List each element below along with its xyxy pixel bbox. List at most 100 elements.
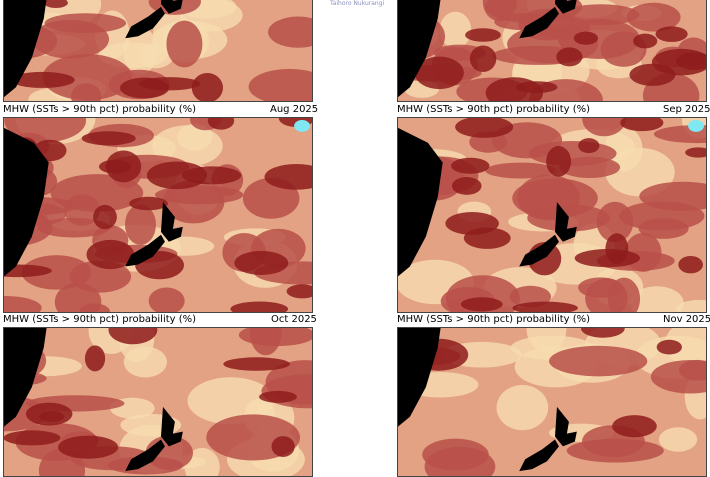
high-probability-area xyxy=(549,345,648,377)
very-high-probability-area xyxy=(678,255,703,274)
high-probability-area xyxy=(248,68,312,101)
very-high-probability-area xyxy=(573,31,599,45)
very-high-probability-area xyxy=(546,146,572,177)
very-high-probability-area xyxy=(58,435,119,459)
low-probability-area xyxy=(184,447,220,476)
very-high-probability-area xyxy=(223,357,290,371)
very-high-probability-area xyxy=(93,204,117,230)
very-high-probability-area xyxy=(675,52,706,70)
low-probability-area xyxy=(496,384,549,431)
south-island xyxy=(519,6,559,39)
high-probability-area xyxy=(124,204,156,245)
south-island xyxy=(125,6,165,39)
australia-landmass xyxy=(4,127,49,277)
very-high-probability-area xyxy=(469,45,497,72)
high-probability-area xyxy=(559,156,621,179)
north-island xyxy=(554,202,577,242)
panel-month-aug: Aug 2025 xyxy=(270,104,319,115)
north-island xyxy=(160,0,183,14)
south-island xyxy=(125,234,165,267)
south-island xyxy=(519,234,559,267)
very-high-probability-area xyxy=(512,301,578,312)
australia-landmass xyxy=(4,0,47,98)
very-high-probability-area xyxy=(230,301,289,312)
very-high-probability-area xyxy=(4,430,61,446)
ice-marker xyxy=(294,119,311,132)
high-probability-area xyxy=(4,118,87,143)
panel-month-sep: Sep 2025 xyxy=(663,104,710,115)
low-probability-area xyxy=(658,427,698,452)
very-high-probability-area xyxy=(86,239,135,270)
map-panel-sep-2025 xyxy=(397,117,707,313)
map-panel-top-left xyxy=(3,0,313,102)
very-high-probability-area xyxy=(10,71,75,88)
very-high-probability-area xyxy=(207,118,235,130)
high-probability-area xyxy=(63,194,101,226)
australia-landmass xyxy=(4,328,47,427)
very-high-probability-area xyxy=(556,47,583,67)
very-high-probability-area xyxy=(578,138,600,154)
north-island xyxy=(160,202,183,242)
very-high-probability-area xyxy=(264,164,312,190)
very-high-probability-area xyxy=(455,118,514,138)
high-probability-area xyxy=(607,277,641,312)
panel-title-oct: MHW (SSTs > 90th pct) probability (%) xyxy=(3,314,197,325)
very-high-probability-area xyxy=(271,436,295,457)
low-probability-area xyxy=(187,377,275,425)
very-high-probability-area xyxy=(574,249,641,268)
very-high-probability-area xyxy=(620,118,664,132)
australia-landmass xyxy=(398,328,441,427)
very-high-probability-area xyxy=(43,0,68,8)
high-probability-area xyxy=(626,2,681,32)
high-probability-area xyxy=(424,446,496,476)
map-panel-oct-2025 xyxy=(3,327,313,477)
very-high-probability-area xyxy=(84,345,106,372)
very-high-probability-area xyxy=(633,33,658,49)
low-probability-area xyxy=(526,328,567,352)
high-probability-area xyxy=(249,328,282,356)
australia-landmass xyxy=(398,127,443,277)
north-island xyxy=(160,406,183,447)
very-high-probability-area xyxy=(445,212,499,235)
very-high-probability-area xyxy=(655,26,688,42)
high-probability-area xyxy=(71,83,102,101)
panel-month-oct: Oct 2025 xyxy=(271,314,317,325)
high-probability-area xyxy=(485,162,557,179)
panel-title-aug: MHW (SSTs > 90th pct) probability (%) xyxy=(3,104,197,115)
very-high-probability-area xyxy=(4,264,52,278)
low-probability-area xyxy=(439,11,472,49)
high-probability-area xyxy=(268,16,312,48)
high-probability-area xyxy=(155,185,244,205)
very-high-probability-area xyxy=(451,177,482,195)
very-high-probability-area xyxy=(108,328,158,345)
panel-month-nov: Nov 2025 xyxy=(663,314,710,325)
low-probability-area xyxy=(629,286,684,312)
map-panel-aug-2025 xyxy=(3,117,313,313)
north-island xyxy=(554,0,577,14)
very-high-probability-area xyxy=(234,250,289,275)
high-probability-area xyxy=(79,303,111,312)
very-high-probability-area xyxy=(451,157,490,174)
australia-landmass xyxy=(398,0,441,98)
map-panel-top-right xyxy=(397,0,707,102)
high-probability-area xyxy=(42,54,133,101)
very-high-probability-area xyxy=(191,73,224,101)
credit-text: Taihoro Nukurangi xyxy=(330,0,385,7)
panel-title-sep: MHW (SSTs > 90th pct) probability (%) xyxy=(397,104,591,115)
map-panel-nov-2025 xyxy=(397,327,707,477)
north-island xyxy=(554,406,577,447)
very-high-probability-area xyxy=(629,63,676,86)
high-probability-area xyxy=(4,295,42,312)
very-high-probability-area xyxy=(612,415,657,438)
high-probability-area xyxy=(596,201,634,243)
very-high-probability-area xyxy=(81,131,136,146)
very-high-probability-area xyxy=(39,410,65,423)
very-high-probability-area xyxy=(259,390,297,403)
very-high-probability-area xyxy=(414,56,464,90)
low-probability-area xyxy=(604,126,643,172)
high-probability-area xyxy=(31,19,110,59)
very-high-probability-area xyxy=(286,284,312,299)
very-high-probability-area xyxy=(465,28,501,42)
very-high-probability-area xyxy=(515,81,558,94)
high-probability-area xyxy=(166,20,203,68)
